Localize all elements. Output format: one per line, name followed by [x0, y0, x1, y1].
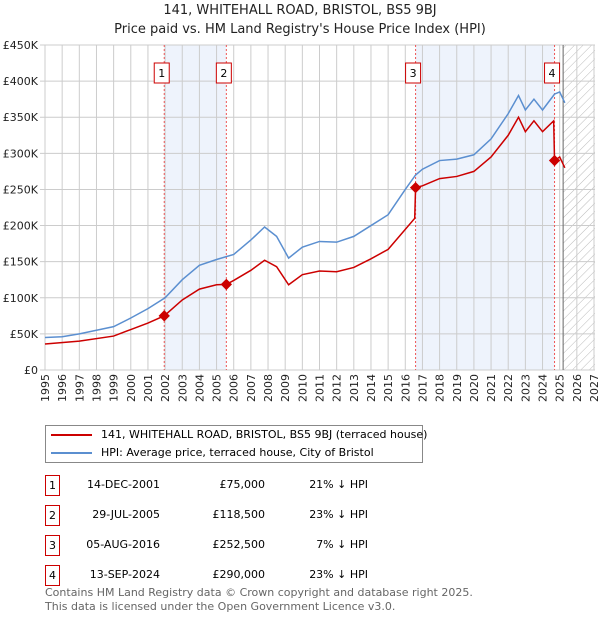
- y-tick-label: £300K: [3, 147, 39, 160]
- sale-point: [548, 154, 561, 167]
- x-tick-label: 1999: [108, 374, 121, 402]
- y-tick-label: £400K: [3, 75, 39, 88]
- x-tick-label: 2016: [399, 374, 412, 402]
- sale-point: [220, 278, 232, 291]
- x-tick-label: 2026: [571, 374, 584, 402]
- legend-swatch-hpi: [51, 452, 92, 454]
- y-tick-label: £100K: [3, 292, 39, 305]
- x-tick-label: 2014: [365, 374, 378, 402]
- x-tick-label: 2008: [262, 374, 275, 402]
- x-tick-label: 2000: [125, 374, 138, 402]
- sale-hpi-diff: 21% ↓ HPI: [309, 478, 368, 491]
- ownership-shade: [164, 45, 227, 370]
- y-tick-label: £250K: [3, 183, 39, 196]
- sale-price: £75,000: [219, 478, 266, 491]
- x-tick-label: 2010: [296, 374, 309, 402]
- footer-line: Contains HM Land Registry data © Crown c…: [45, 586, 473, 599]
- x-tick-label: 1997: [73, 374, 86, 402]
- x-tick-label: 2021: [485, 374, 498, 402]
- sale-number: 4: [45, 565, 60, 586]
- x-tick-label: 2022: [502, 374, 515, 402]
- x-tick-label: 2019: [451, 374, 464, 402]
- y-tick-label: £450K: [3, 39, 39, 52]
- x-tick-label: 2009: [279, 374, 292, 402]
- sale-row: 3 05-AUG-2016 £252,500 7% ↓ HPI: [45, 535, 465, 556]
- sale-hpi-diff: 23% ↓ HPI: [309, 568, 368, 581]
- sale-date: 14-DEC-2001: [86, 478, 160, 491]
- x-tick-label: 1998: [90, 374, 103, 402]
- x-tick-label: 2018: [434, 374, 447, 402]
- chart-title: 141, WHITEHALL ROAD, BRISTOL, BS5 9BJ: [163, 3, 437, 18]
- ownership-shade: [415, 45, 555, 370]
- footer-line: This data is licensed under the Open Gov…: [45, 600, 396, 613]
- sale-marker-box: [544, 62, 561, 84]
- sale-row: 1 14-DEC-2001 £75,000 21% ↓ HPI: [45, 475, 465, 496]
- sale-marker-label: 1: [158, 67, 165, 80]
- x-tick-label: 2027: [588, 374, 600, 402]
- sale-number: 1: [45, 475, 60, 496]
- sale-point: [409, 181, 422, 194]
- y-tick-label: £200K: [3, 220, 39, 233]
- x-tick-label: 2017: [416, 374, 429, 402]
- sale-point: [158, 310, 170, 322]
- plot-area: 1995 1996 1997 1998 1999 2000 2001 2002 2003 2004…: [3, 39, 600, 402]
- y-tick-label: £50K: [10, 328, 39, 341]
- sale-date: 29-JUL-2005: [92, 508, 160, 521]
- x-tick-label: 2020: [468, 374, 481, 402]
- sale-marker-label: 4: [549, 67, 556, 80]
- sale-marker-label: 2: [220, 67, 227, 80]
- sale-price: £118,500: [212, 508, 266, 521]
- hpi-line: [44, 90, 566, 339]
- y-tick-label: £0: [24, 364, 38, 377]
- sale-number: 2: [45, 505, 60, 526]
- x-tick-label: 2015: [382, 374, 395, 402]
- legend-swatch-price: [51, 434, 92, 436]
- sale-price: £252,500: [212, 538, 266, 551]
- x-tick-label: 2013: [348, 374, 361, 402]
- price-paid-line: [44, 115, 566, 345]
- sale-price: £290,000: [212, 568, 266, 581]
- sale-hpi-diff: 7% ↓ HPI: [316, 538, 368, 551]
- x-tick-label: 2002: [159, 374, 172, 402]
- x-tick-label: 2001: [142, 374, 155, 402]
- x-tick-label: 2003: [176, 374, 189, 402]
- x-tick-label: 1996: [56, 374, 69, 402]
- x-tick-label: 2025: [554, 374, 567, 402]
- sale-marker-box: [215, 62, 232, 84]
- x-tick-label: 2011: [314, 374, 327, 402]
- sale-hpi-diff: 23% ↓ HPI: [309, 508, 368, 521]
- sale-marker-box: [405, 62, 422, 84]
- x-tick-label: 2023: [519, 374, 532, 402]
- sale-row: 4 13-SEP-2024 £290,000 23% ↓ HPI: [45, 565, 465, 586]
- sale-marker-box: [153, 62, 170, 84]
- legend: 141, WHITEHALL ROAD, BRISTOL, BS5 9BJ (t…: [45, 425, 427, 463]
- forecast-hatch: [563, 45, 595, 370]
- x-tick-label: 2007: [245, 374, 258, 402]
- sale-number: 3: [45, 535, 60, 556]
- x-tick-label: 2004: [193, 374, 206, 402]
- sale-date: 05-AUG-2016: [86, 538, 160, 551]
- chart-subtitle: Price paid vs. HM Land Registry's House …: [114, 22, 486, 37]
- footer: Contains HM Land Registry data © Crown c…: [45, 586, 473, 614]
- sale-marker-label: 3: [410, 67, 417, 80]
- x-tick-label: 1995: [39, 374, 52, 402]
- x-tick-label: 2024: [537, 374, 550, 402]
- sale-date: 13-SEP-2024: [89, 568, 160, 581]
- y-tick-label: £150K: [3, 256, 39, 269]
- x-tick-label: 2005: [211, 374, 224, 402]
- x-tick-label: 2006: [228, 374, 241, 402]
- legend-label: 141, WHITEHALL ROAD, BRISTOL, BS5 9BJ (t…: [101, 428, 428, 441]
- sale-row: 2 29-JUL-2005 £118,500 23% ↓ HPI: [45, 505, 465, 526]
- legend-label: HPI: Average price, terraced house, City…: [101, 446, 374, 459]
- y-tick-label: £350K: [3, 111, 39, 124]
- x-tick-label: 2012: [331, 374, 344, 402]
